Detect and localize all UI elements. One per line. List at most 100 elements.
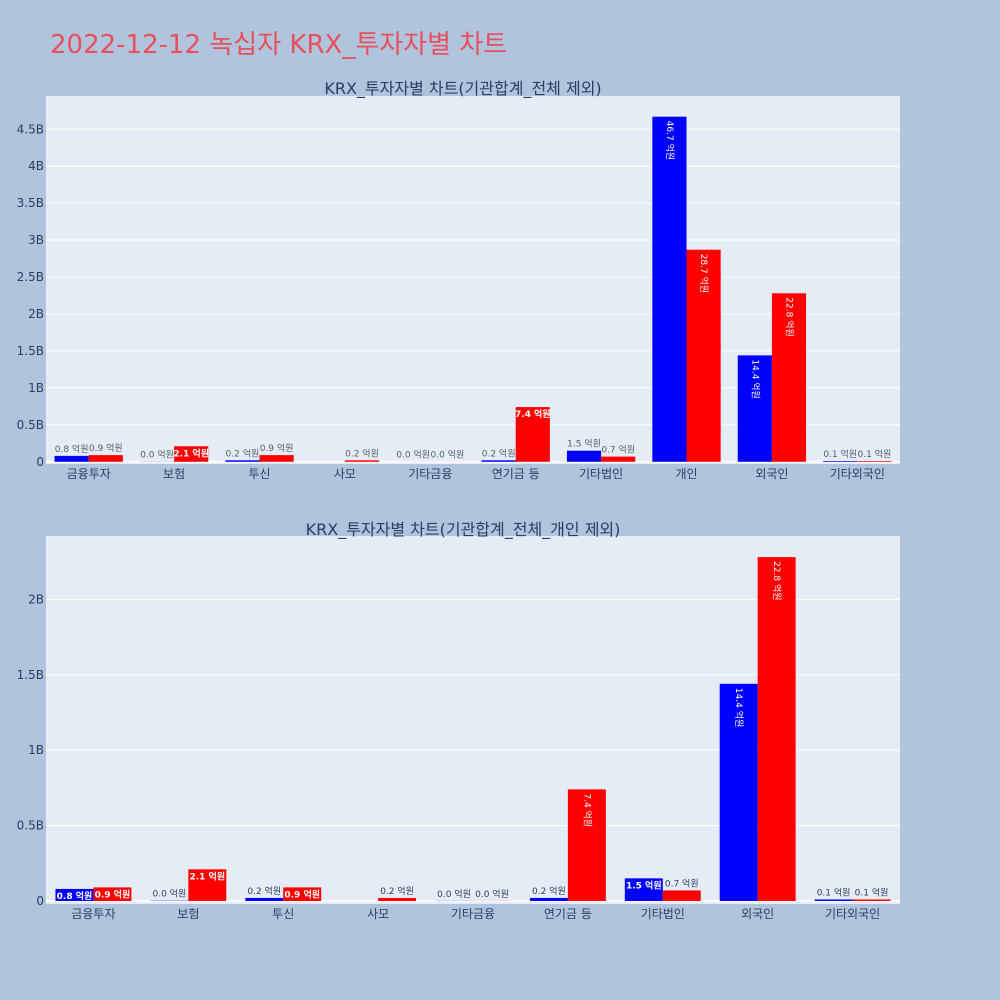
data-label: 0.0 억원 bbox=[152, 888, 186, 900]
y-tick-label: 2.5B bbox=[17, 270, 44, 284]
data-label: 0.7 억원 bbox=[601, 444, 635, 456]
bar bbox=[174, 446, 209, 462]
chart-title: KRX_투자자별 차트(기관합계_전체 제외) bbox=[324, 79, 601, 99]
bar bbox=[771, 293, 807, 462]
y-tick-label: 1B bbox=[28, 381, 44, 395]
bar bbox=[814, 899, 853, 901]
x-tick-label: 사모 bbox=[367, 907, 389, 921]
bar bbox=[567, 789, 606, 901]
y-tick-label: 0.5B bbox=[17, 819, 44, 833]
data-label: 0.1 억원 bbox=[858, 448, 892, 460]
bar bbox=[757, 557, 796, 901]
x-tick-label: 보험 bbox=[163, 467, 185, 481]
x-tick-label: 기타금융 bbox=[408, 467, 452, 481]
x-tick-label: 기타법인 bbox=[641, 907, 685, 921]
bar bbox=[93, 887, 132, 901]
data-label: 0.0 억원 bbox=[140, 449, 174, 461]
x-tick-label: 기타법인 bbox=[579, 467, 623, 481]
bar bbox=[515, 407, 550, 462]
bar bbox=[652, 116, 687, 462]
data-label: 0.1 억원 bbox=[823, 448, 857, 460]
data-label: 22.8 억원 bbox=[771, 561, 783, 600]
data-label: 7.4 억원 bbox=[515, 408, 551, 420]
x-tick-label: 기타외국인 bbox=[830, 467, 885, 481]
data-label: 22.8 억원 bbox=[783, 297, 795, 336]
data-label: 0.9 억원 bbox=[95, 888, 131, 900]
x-tick-label: 투신 bbox=[248, 467, 270, 481]
bar bbox=[662, 890, 701, 901]
x-tick-label: 기타외국인 bbox=[825, 907, 880, 921]
bar bbox=[823, 461, 858, 462]
bar bbox=[88, 455, 123, 462]
bar bbox=[737, 355, 772, 462]
data-label: 0.9 억원 bbox=[260, 442, 294, 454]
y-tick-label: 0.5B bbox=[17, 418, 44, 432]
bar bbox=[857, 461, 892, 462]
y-tick-label: 0 bbox=[36, 894, 44, 908]
data-label: 0.0 억원 bbox=[475, 888, 509, 900]
y-tick-label: 4B bbox=[28, 159, 44, 173]
bar bbox=[481, 460, 516, 462]
data-label: 0.9 억원 bbox=[89, 442, 123, 454]
y-tick-label: 2B bbox=[28, 307, 44, 321]
bar bbox=[852, 899, 891, 901]
bar bbox=[283, 887, 322, 901]
data-label: 1.5 억원 bbox=[567, 438, 601, 450]
data-label: 0.0 억원 bbox=[396, 449, 430, 461]
data-label: 0.2 억원 bbox=[226, 447, 260, 459]
y-tick-label: 4.5B bbox=[17, 122, 44, 136]
x-tick-label: 기타금융 bbox=[451, 907, 495, 921]
x-tick-label: 사모 bbox=[334, 467, 356, 481]
y-tick-label: 1.5B bbox=[17, 668, 44, 682]
x-tick-label: 외국인 bbox=[741, 907, 774, 921]
bar bbox=[566, 450, 602, 462]
data-label: 1.5 억원 bbox=[626, 879, 662, 891]
data-label: 2.1 억원 bbox=[189, 870, 225, 882]
bar bbox=[601, 456, 636, 462]
y-tick-label: 1.5B bbox=[17, 344, 44, 358]
data-label: 0.0 억원 bbox=[437, 888, 471, 900]
bar bbox=[686, 249, 721, 462]
data-label: 14.4 억원 bbox=[733, 688, 745, 727]
y-tick-label: 3.5B bbox=[17, 196, 44, 210]
data-label: 2.1 억원 bbox=[173, 447, 209, 459]
data-label: 0.2 억원 bbox=[247, 885, 281, 897]
bar bbox=[624, 878, 663, 901]
data-label: 46.7 억원 bbox=[664, 121, 676, 160]
x-tick-label: 투신 bbox=[272, 907, 294, 921]
bar bbox=[225, 460, 260, 462]
data-label: 0.7 억원 bbox=[665, 877, 699, 889]
bar bbox=[529, 897, 568, 901]
data-label: 0.8 억원 bbox=[57, 890, 93, 902]
bar bbox=[719, 683, 758, 901]
data-label: 14.4 억원 bbox=[749, 359, 761, 398]
bar bbox=[188, 869, 227, 901]
data-label: 0.2 억원 bbox=[380, 885, 414, 897]
data-label: 0.2 억원 bbox=[482, 447, 516, 459]
page-title: 2022-12-12 녹십자 KRX_투자자별 차트 bbox=[50, 30, 508, 60]
y-tick-label: 3B bbox=[28, 233, 44, 247]
bar bbox=[55, 888, 94, 901]
data-label: 0.2 억원 bbox=[345, 447, 379, 459]
data-label: 0.9 억원 bbox=[284, 888, 320, 900]
data-label: 0.1 억원 bbox=[817, 886, 851, 898]
data-label: 7.4 억원 bbox=[581, 793, 593, 827]
data-label: 0.8 억원 bbox=[55, 443, 89, 455]
x-tick-label: 연기금 등 bbox=[492, 467, 540, 481]
y-tick-label: 1B bbox=[28, 743, 44, 757]
x-tick-label: 금융투자 bbox=[71, 907, 115, 921]
bar bbox=[344, 460, 380, 462]
bar bbox=[245, 897, 284, 901]
y-tick-label: 2B bbox=[28, 592, 44, 606]
x-tick-label: 연기금 등 bbox=[544, 907, 592, 921]
data-label: 0.0 억원 bbox=[431, 449, 465, 461]
bar bbox=[259, 455, 294, 462]
chart-title: KRX_투자자별 차트(기관합계_전체_개인 제외) bbox=[306, 520, 621, 540]
data-label: 0.2 억원 bbox=[532, 885, 566, 897]
x-tick-label: 개인 bbox=[675, 467, 697, 481]
x-tick-label: 금융투자 bbox=[67, 467, 111, 481]
data-label: 28.7 억원 bbox=[698, 254, 710, 293]
y-tick-label: 0 bbox=[36, 455, 44, 469]
x-tick-label: 외국인 bbox=[755, 467, 788, 481]
